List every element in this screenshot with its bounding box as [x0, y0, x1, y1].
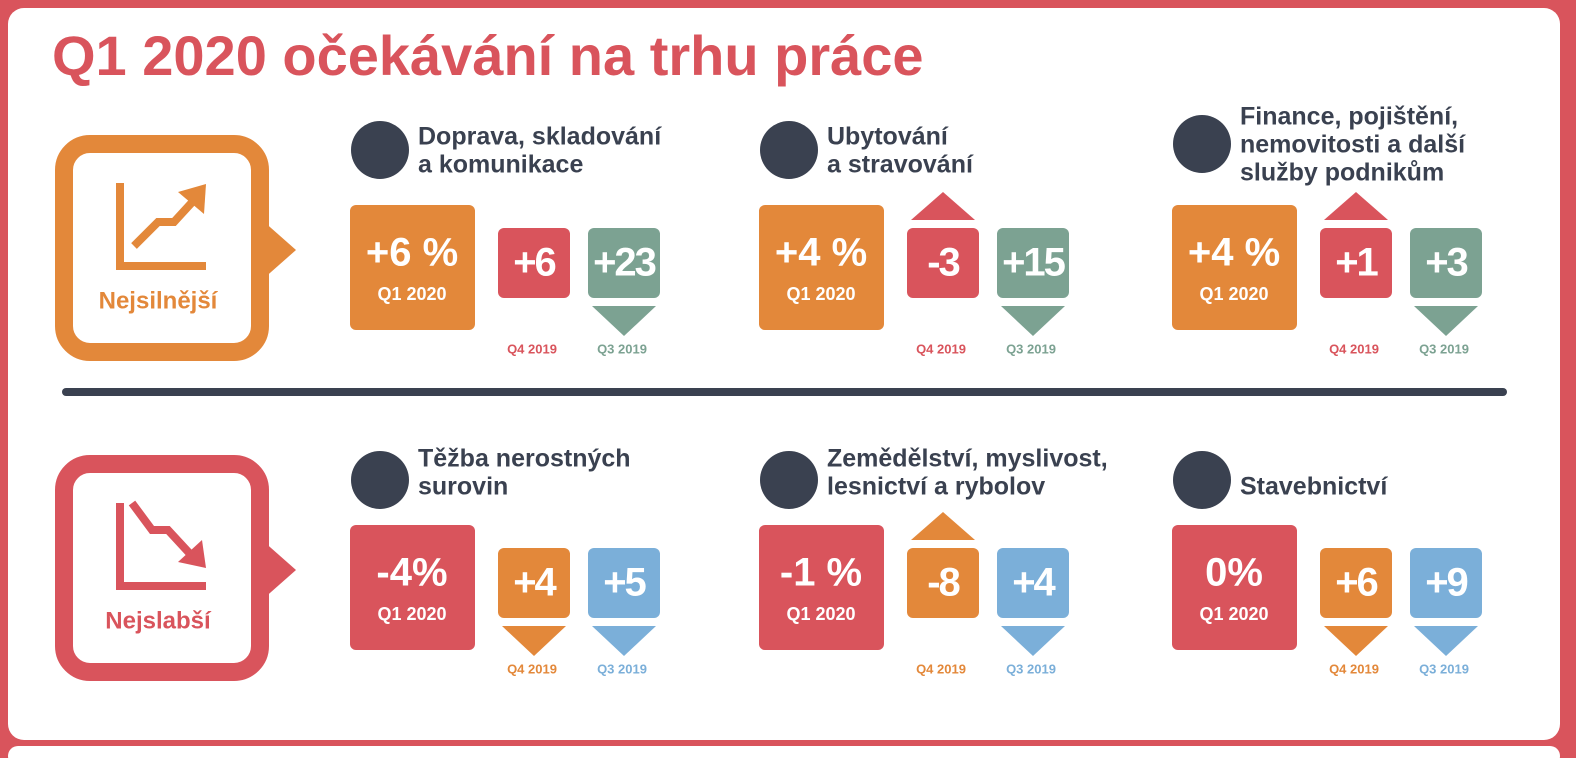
q4-label: Q4 2019 [507, 341, 557, 356]
q4-label: Q4 2019 [507, 661, 557, 676]
q4-value: -8 [927, 561, 960, 605]
sector-icon [1173, 451, 1231, 509]
arrow-down [592, 306, 656, 336]
q4-value: +6 [1335, 561, 1377, 605]
arrow-down [1414, 626, 1478, 656]
trend-icon [131, 195, 199, 249]
q3-box [997, 548, 1069, 618]
sector-icon [1173, 115, 1231, 173]
frame-pointer [262, 540, 296, 600]
q1-box [759, 525, 884, 650]
sector-icon [760, 451, 818, 509]
q4-value: +4 [513, 561, 557, 605]
q4-label: Q4 2019 [1329, 341, 1379, 356]
q4-value: +6 [513, 241, 555, 285]
q4-box [498, 228, 570, 298]
q3-value: +4 [1012, 561, 1056, 605]
q4-value: -3 [927, 241, 959, 285]
q4-box [907, 228, 979, 298]
sector-name: a komunikace [418, 151, 583, 179]
group-label: Nejsilnější [99, 287, 219, 314]
trend-icon [128, 500, 195, 559]
group-frame [55, 455, 269, 681]
q3-label: Q3 2019 [1419, 661, 1469, 676]
q3-label: Q3 2019 [1419, 341, 1469, 356]
frame-pointer [262, 220, 296, 280]
q1-value: -1 % [780, 551, 862, 595]
q3-value: +5 [603, 561, 646, 605]
next-panel [8, 746, 1560, 758]
arrow-down [1001, 306, 1065, 336]
sector-name: nemovitosti a další [1240, 131, 1466, 159]
arrow-down [1001, 626, 1065, 656]
q4-label: Q4 2019 [1329, 661, 1379, 676]
arrow-down [1324, 626, 1388, 656]
sector-name: lesnictví a rybolov [827, 473, 1045, 501]
q1-box [759, 205, 884, 330]
q4-value: +1 [1335, 241, 1378, 285]
arrow-down [592, 626, 656, 656]
sector-name: surovin [418, 473, 508, 501]
q1-label: Q1 2020 [377, 604, 446, 624]
q1-value: 0% [1205, 551, 1263, 595]
sector-name: Ubytování [827, 123, 949, 151]
q1-value: +4 % [775, 231, 867, 275]
q1-box [350, 205, 475, 330]
sector-name: a stravování [827, 151, 974, 179]
q1-label: Q1 2020 [1199, 284, 1268, 304]
trend-head [178, 184, 206, 214]
trend-head [178, 540, 206, 568]
q3-box [588, 548, 660, 618]
q1-label: Q1 2020 [377, 284, 446, 304]
q3-value: +3 [1425, 241, 1467, 285]
q1-value: +4 % [1188, 231, 1280, 275]
title: Q1 2020 očekávání na trhu práce [52, 24, 924, 87]
q1-label: Q1 2020 [1199, 604, 1268, 624]
sector-icon [351, 451, 409, 509]
q1-label: Q1 2020 [786, 284, 855, 304]
q3-value: +9 [1425, 561, 1467, 605]
q4-box [498, 548, 570, 618]
q4-box [907, 548, 979, 618]
q3-label: Q3 2019 [597, 661, 647, 676]
q3-label: Q3 2019 [1006, 341, 1056, 356]
q4-box [1320, 228, 1392, 298]
sector-name: služby podnikům [1240, 159, 1444, 187]
q3-box [1410, 548, 1482, 618]
arrow-up [911, 192, 975, 220]
arrow-up [911, 512, 975, 540]
sector-name: Stavebnictví [1240, 473, 1388, 501]
q1-value: +6 % [366, 231, 458, 275]
group-frame [55, 135, 269, 361]
q1-label: Q1 2020 [786, 604, 855, 624]
q1-box [1172, 205, 1297, 330]
q3-box [1410, 228, 1482, 298]
q3-label: Q3 2019 [1006, 661, 1056, 676]
sector-name: Finance, pojištění, [1240, 103, 1458, 131]
group-label: Nejslabší [105, 607, 212, 634]
arrow-down [502, 626, 566, 656]
q1-box [1172, 525, 1297, 650]
q3-box [588, 228, 660, 298]
q1-value: -4% [376, 551, 447, 595]
sector-icon [351, 121, 409, 179]
q3-box [997, 228, 1069, 298]
sector-name: Těžba nerostných [418, 445, 631, 473]
q4-label: Q4 2019 [916, 661, 966, 676]
arrow-down [1414, 306, 1478, 336]
q3-value: +23 [593, 241, 656, 285]
sector-icon [760, 121, 818, 179]
q4-box [1320, 548, 1392, 618]
q1-box [350, 525, 475, 650]
q3-value: +15 [1002, 241, 1066, 285]
sector-name: Zemědělství, myslivost, [827, 445, 1108, 473]
axis-icon [116, 183, 206, 270]
sector-name: Doprava, skladování [418, 123, 662, 151]
axis-icon [116, 503, 206, 590]
arrow-up [1324, 192, 1388, 220]
q3-label: Q3 2019 [597, 341, 647, 356]
q4-label: Q4 2019 [916, 341, 966, 356]
